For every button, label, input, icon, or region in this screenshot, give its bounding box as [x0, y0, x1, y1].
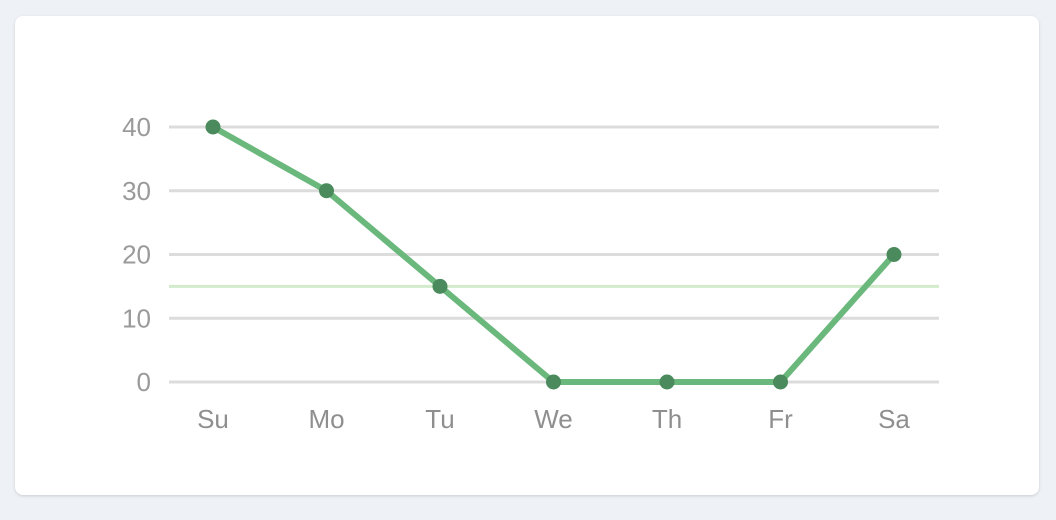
data-point-th	[659, 374, 675, 390]
data-points	[205, 119, 902, 390]
data-point-we	[546, 374, 561, 390]
chart-card: 0 10 20 30 40 Su Mo Tu We Th Fr Sa	[15, 16, 1039, 495]
x-tick-label: Mo	[308, 404, 344, 434]
data-point-sa	[886, 247, 902, 262]
line-chart: 0 10 20 30 40 Su Mo Tu We Th Fr Sa	[122, 112, 939, 434]
y-tick-label: 30	[122, 176, 151, 206]
y-tick-label: 20	[122, 240, 151, 270]
data-point-su	[205, 119, 221, 135]
y-axis: 0 10 20 30 40	[122, 112, 151, 397]
data-point-tu	[432, 278, 448, 294]
x-tick-label: Su	[197, 404, 229, 434]
x-tick-label: Fr	[768, 404, 793, 434]
data-point-fr	[773, 374, 788, 390]
y-tick-label: 0	[137, 367, 151, 397]
x-tick-label: Sa	[878, 404, 910, 434]
data-point-mo	[319, 183, 334, 199]
x-tick-label: Th	[652, 404, 682, 434]
x-axis: Su Mo Tu We Th Fr Sa	[197, 404, 910, 434]
x-tick-label: Tu	[425, 404, 454, 434]
grid-lines	[169, 125, 939, 384]
x-tick-label: We	[534, 404, 573, 434]
y-tick-label: 10	[122, 303, 151, 333]
y-tick-label: 40	[122, 112, 151, 142]
